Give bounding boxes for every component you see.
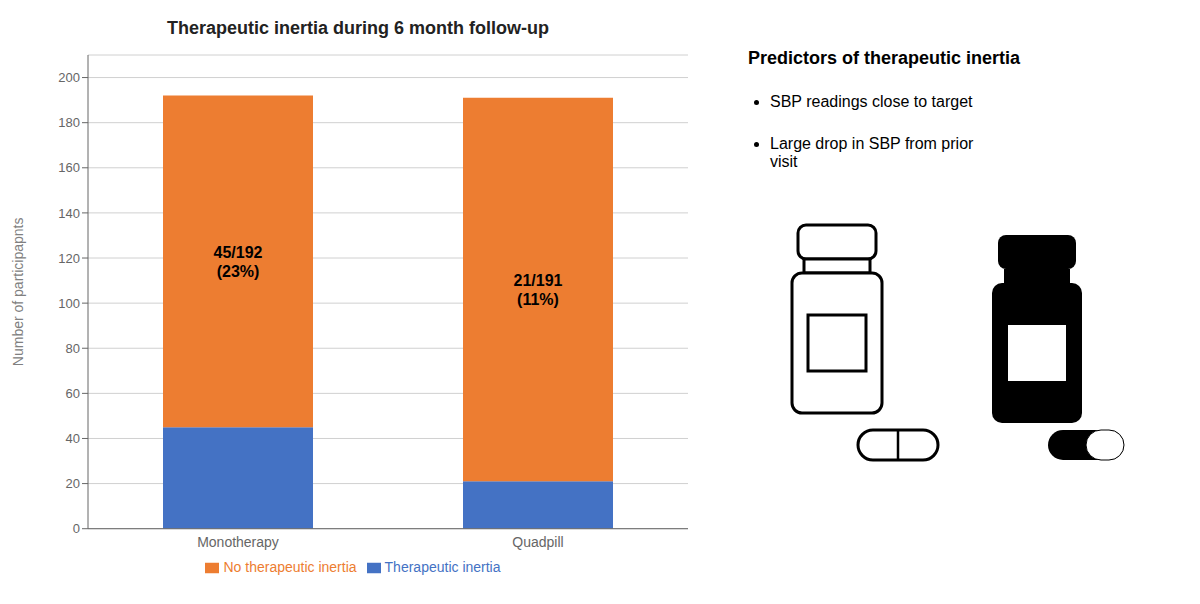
svg-text:40: 40	[66, 431, 80, 446]
html-text:No therapeutic inertia: No therapeutic inertia	[223, 558, 357, 575]
svg-text:140: 140	[58, 206, 80, 221]
svg-text:80: 80	[66, 341, 80, 356]
html-text:Therapeutic inertia: Therapeutic inertia	[384, 558, 501, 575]
svg-text:0: 0	[73, 521, 80, 536]
html-text:Predictors of therapeutic iner: Predictors of therapeutic inertia	[748, 48, 1021, 68]
html-text:Large drop in SBP from prior v: Large drop in SBP from prior visit	[770, 135, 974, 170]
svg-text:100: 100	[58, 296, 80, 311]
svg-text:21/191(11%): 21/191(11%)	[514, 271, 563, 307]
svg-text:Quadpill: Quadpill	[512, 534, 563, 550]
svg-text:160: 160	[58, 160, 80, 175]
svg-text:20: 20	[66, 476, 80, 491]
svg-text:Number of participapnts: Number of participapnts	[10, 218, 26, 367]
svg-text:Monotherapy: Monotherapy	[197, 534, 279, 550]
svg-text:60: 60	[66, 386, 80, 401]
svg-text:180: 180	[58, 115, 80, 130]
svg-text:45/192(23%): 45/192(23%)	[214, 243, 263, 279]
html-text:Therapeutic inertia during 6 m: Therapeutic inertia during 6 month follo…	[167, 18, 549, 38]
svg-text:120: 120	[58, 251, 80, 266]
svg-text:200: 200	[58, 70, 80, 85]
html-text:SBP readings close to target: SBP readings close to target	[770, 93, 973, 110]
